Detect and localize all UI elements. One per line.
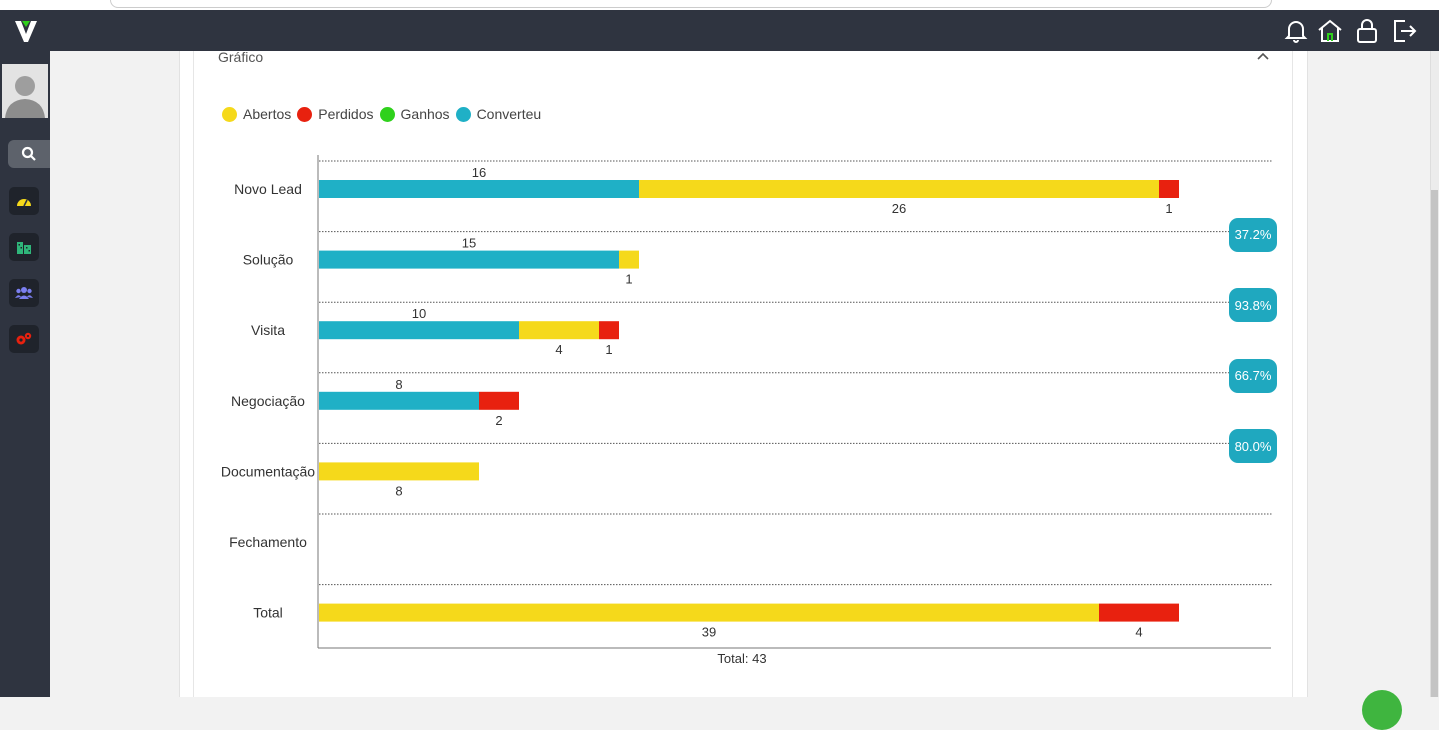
legend-swatch: [222, 106, 237, 122]
chevron-up-icon[interactable]: [1255, 49, 1271, 63]
bar-segment: [1099, 603, 1179, 622]
category-label: Total: [253, 605, 283, 621]
legend-item[interactable]: Ganhos: [379, 106, 450, 122]
bar-segment: [319, 391, 479, 410]
chart-card: [193, 51, 1293, 697]
category-label: Documentação: [221, 463, 315, 479]
data-label: 8: [395, 377, 402, 392]
users-icon: [15, 287, 33, 299]
bar-segment: [599, 321, 619, 340]
sidebar-item-settings[interactable]: [9, 325, 39, 353]
bar-segment: [519, 321, 599, 340]
data-label: 16: [472, 165, 486, 180]
category-label: Fechamento: [229, 534, 307, 550]
conversion-rate-badge: 93.8%: [1229, 288, 1277, 323]
data-label: 8: [395, 483, 402, 498]
legend-label: Ganhos: [400, 106, 450, 122]
scrollbar-thumb[interactable]: [1431, 190, 1438, 697]
data-label: 1: [605, 342, 612, 357]
browser-strip: [0, 0, 1439, 10]
data-label: 2: [495, 413, 502, 428]
conversion-rate-badge: 37.2%: [1229, 217, 1277, 252]
address-bar[interactable]: [110, 0, 1272, 8]
legend-swatch: [297, 106, 313, 122]
building-icon: [17, 242, 31, 254]
total-label: Total: 43: [717, 651, 766, 666]
bell-icon[interactable]: [1283, 18, 1309, 44]
legend-item[interactable]: Abertos: [222, 106, 291, 122]
legend-swatch: [379, 106, 395, 122]
sidebar: [0, 51, 50, 697]
data-label: 10: [412, 306, 426, 321]
app-logo[interactable]: [14, 18, 38, 44]
legend-item[interactable]: Converteu: [455, 106, 542, 122]
bar-segment: [479, 391, 519, 410]
home-icon[interactable]: [1317, 18, 1343, 44]
top-bar: [0, 10, 1439, 51]
legend-label: Abertos: [243, 106, 292, 122]
data-label: 26: [892, 201, 906, 216]
data-label: 1: [1165, 201, 1172, 216]
bar-segment: [639, 180, 1159, 198]
sidebar-item-users[interactable]: [9, 279, 39, 307]
data-label: 4: [555, 342, 562, 357]
bar-segment: [319, 321, 519, 340]
category-label: Negociação: [231, 393, 305, 409]
sidebar-item-dashboard[interactable]: [9, 187, 39, 215]
bar-segment: [319, 462, 479, 481]
bar-segment: [319, 180, 639, 198]
legend-swatch: [455, 106, 471, 122]
data-label: 1: [625, 272, 632, 287]
sidebar-item-search[interactable]: [8, 140, 50, 168]
data-label: 15: [462, 236, 476, 251]
lock-icon[interactable]: [1354, 18, 1380, 44]
data-label: 39: [702, 625, 716, 640]
funnel-chart: Novo Lead 16 26 1 Solução 15 1 Visita 10 4 1 Negoci…: [221, 155, 1273, 666]
conversion-rate-badge: 80.0%: [1229, 429, 1277, 464]
legend-item[interactable]: Perdidos: [297, 106, 374, 122]
legend-label: Perdidos: [318, 106, 374, 122]
sidebar-item-buildings[interactable]: [9, 233, 39, 261]
card-title: Gráfico: [218, 49, 264, 65]
logout-icon[interactable]: [1391, 18, 1417, 44]
data-label: 4: [1135, 625, 1142, 640]
category-label: Novo Lead: [234, 181, 302, 197]
avatar[interactable]: [2, 64, 48, 118]
bar-segment: [319, 250, 619, 269]
legend-label: Converteu: [476, 106, 542, 122]
category-label: Visita: [251, 322, 285, 338]
bar-segment: [619, 250, 639, 269]
category-label: Solução: [243, 252, 294, 268]
floating-action-button[interactable]: [1362, 690, 1402, 730]
bar-segment: [319, 603, 1099, 622]
chart-legend: Abertos Perdidos Ganhos Converteu: [222, 106, 547, 122]
search-icon: [21, 146, 36, 161]
speedometer-icon: [17, 199, 31, 207]
conversion-rate-badge: 66.7%: [1229, 358, 1277, 393]
bar-segment: [1159, 180, 1179, 198]
gears-icon: [16, 332, 32, 345]
